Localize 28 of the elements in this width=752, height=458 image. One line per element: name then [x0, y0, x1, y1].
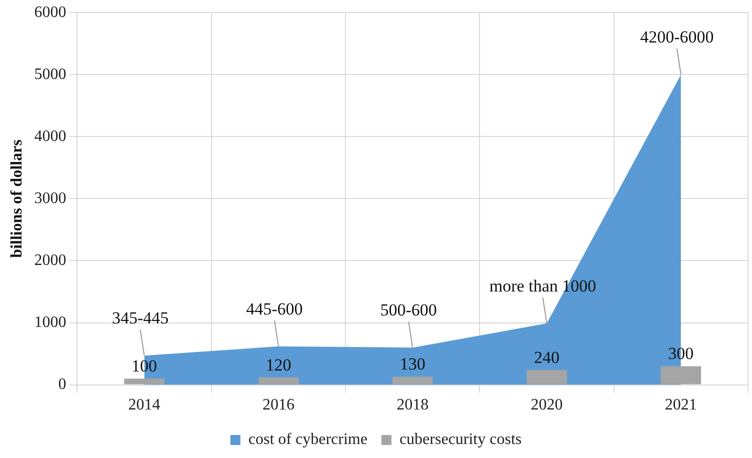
- y-tick-label: 5000: [34, 66, 66, 83]
- legend-label: cost of cybercrime: [248, 431, 368, 448]
- data-label: 300: [668, 344, 694, 364]
- y-tick-label: 4000: [34, 128, 66, 145]
- bar: [392, 376, 433, 384]
- y-axis-title: billions of dollars: [8, 140, 26, 258]
- data-label: 130: [400, 354, 426, 374]
- data-label: 445-600: [246, 299, 303, 318]
- x-tick-label: 2021: [664, 396, 697, 414]
- data-label: 4200-6000: [640, 28, 714, 47]
- x-tick-label: 2018: [396, 396, 429, 414]
- y-tick-label: 6000: [34, 4, 66, 21]
- data-label: 120: [266, 355, 292, 374]
- x-tick-label: 2016: [262, 396, 294, 414]
- legend-label: cubersecurity costs: [399, 431, 522, 448]
- y-tick-label: 3000: [34, 190, 66, 207]
- bar: [660, 366, 702, 384]
- x-tick-label: 2020: [530, 396, 563, 414]
- data-label: 345-445: [112, 308, 169, 328]
- bar: [124, 378, 164, 384]
- bar: [526, 370, 567, 384]
- y-tick-label: 2000: [34, 252, 66, 269]
- data-label: 500-600: [380, 300, 437, 320]
- x-tick-label: 2014: [128, 396, 160, 414]
- bar: [258, 377, 299, 384]
- y-tick-label: 1000: [34, 314, 66, 331]
- data-label: 240: [534, 348, 560, 367]
- y-tick-label: 0: [58, 376, 66, 394]
